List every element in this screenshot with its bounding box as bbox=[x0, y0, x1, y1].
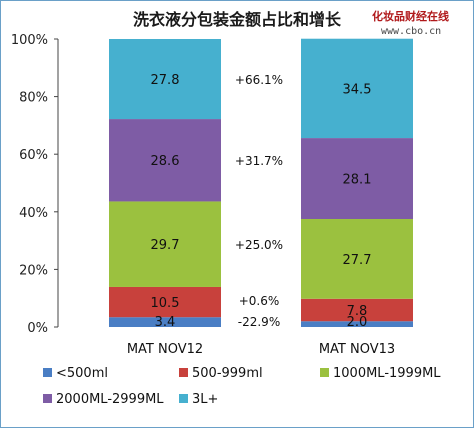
y-tick-label: 20% bbox=[19, 263, 48, 278]
growth-annotations: -22.9% +0.6% +25.0% +31.7% +66.1% bbox=[235, 73, 283, 329]
bar-segment bbox=[109, 39, 221, 120]
bar-segment bbox=[109, 286, 221, 318]
segment-value-label: 29.7 bbox=[151, 238, 180, 253]
y-tick-label: 40% bbox=[19, 206, 48, 221]
segment-labels: 3.4 10.5 29.7 28.6 27.8 2.07.8 27.7 28.1 34.5 bbox=[151, 73, 372, 330]
y-tick-label: 0% bbox=[27, 321, 48, 336]
bar-segment bbox=[301, 138, 413, 219]
segment-value-label: 7.8 bbox=[347, 304, 368, 319]
bar-segment bbox=[301, 38, 413, 139]
legend-swatch bbox=[179, 394, 188, 403]
segment-value-label: 28.6 bbox=[151, 154, 180, 169]
segment-value-label: 2.0 bbox=[347, 315, 368, 330]
legend-swatch bbox=[43, 394, 52, 403]
growth-annotation: +0.6% bbox=[239, 294, 280, 308]
legend-label: 500-999ml bbox=[192, 366, 263, 381]
x-tick-label: MAT NOV13 bbox=[319, 342, 395, 357]
legend-label: <500ml bbox=[56, 366, 108, 381]
growth-annotation: +25.0% bbox=[235, 238, 283, 252]
segment-value-label: 10.5 bbox=[151, 296, 180, 311]
legend-swatch bbox=[179, 368, 188, 377]
segment-value-label: 28.1 bbox=[343, 173, 372, 188]
segment-value-label: 34.5 bbox=[343, 82, 372, 97]
segment-value-label: 3.4 bbox=[155, 315, 176, 330]
legend-label: 3L+ bbox=[192, 392, 218, 407]
bar-segment bbox=[109, 119, 221, 202]
bar-segment bbox=[109, 317, 221, 327]
growth-annotation: +66.1% bbox=[235, 73, 283, 87]
segment-value-label: 27.8 bbox=[151, 73, 180, 88]
growth-annotation: -22.9% bbox=[238, 315, 280, 329]
y-tick-label: 60% bbox=[19, 148, 48, 163]
watermark-logo-text: 化妆品财经在线 bbox=[372, 9, 449, 23]
bar-segment bbox=[301, 321, 413, 327]
bar-segment bbox=[109, 201, 221, 287]
x-tick-label: MAT NOV12 bbox=[127, 342, 203, 357]
bar-segment bbox=[301, 219, 413, 299]
legend-swatch bbox=[43, 368, 52, 377]
y-tick-label: 100% bbox=[11, 33, 48, 48]
legend: <500ml 500-999ml 1000ML-1999ML 2000ML-2999M… bbox=[43, 366, 441, 407]
bars bbox=[109, 38, 413, 327]
bar-segment bbox=[301, 298, 413, 322]
x-axis-ticks: MAT NOV12 MAT NOV13 bbox=[127, 342, 395, 357]
y-tick-label: 80% bbox=[19, 91, 48, 106]
y-axis-ticks: 0% 20% 40% 60% 80% 100% bbox=[11, 33, 58, 336]
chart-title: 洗衣液分包装金额占比和增长 bbox=[133, 10, 342, 29]
growth-annotation: +31.7% bbox=[235, 154, 283, 168]
watermark-url: www.cbo.cn bbox=[381, 26, 441, 37]
legend-swatch bbox=[320, 368, 329, 377]
legend-label: 1000ML-1999ML bbox=[333, 366, 441, 381]
legend-label: 2000ML-2999ML bbox=[56, 392, 164, 407]
watermark: 化妆品财经在线 www.cbo.cn bbox=[372, 9, 449, 37]
segment-value-label: 27.7 bbox=[343, 253, 372, 268]
